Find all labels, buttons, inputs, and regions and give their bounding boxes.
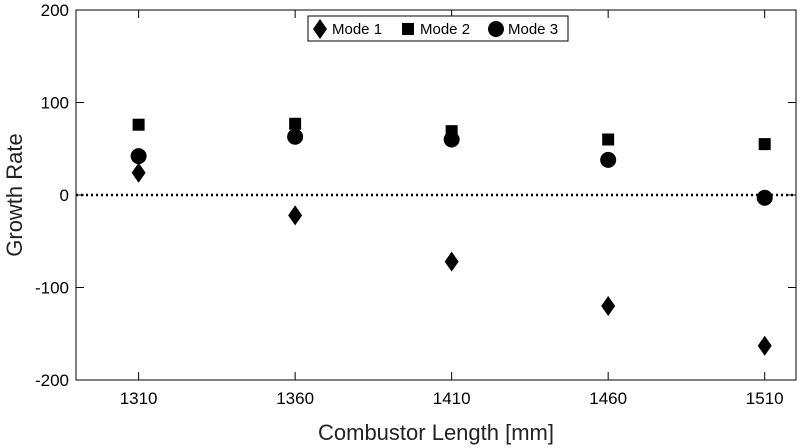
- legend-label-mode-2: Mode 2: [420, 21, 470, 38]
- mode-2-point: [132, 118, 145, 131]
- mode-1-point: [131, 162, 146, 183]
- legend-marker-mode-1: [313, 19, 327, 39]
- y-tick-label: 100: [41, 94, 69, 113]
- legend-box: [307, 15, 569, 42]
- mode-3-point: [443, 131, 460, 148]
- x-tick-label: 1510: [746, 389, 784, 408]
- mode-1-point: [288, 205, 303, 226]
- mode-3-point: [756, 189, 773, 206]
- x-tick-label: 1410: [433, 389, 471, 408]
- y-axis-title: Growth Rate: [2, 133, 27, 257]
- mode-3-point: [130, 148, 147, 165]
- legend-marker-mode-3: [488, 21, 504, 37]
- mode-2-point: [289, 117, 302, 130]
- y-tick-label: -100: [35, 279, 69, 298]
- mode-3-point: [287, 128, 304, 145]
- data-markers: [130, 117, 773, 356]
- x-tick-label: 1360: [276, 389, 314, 408]
- legend-label-mode-3: Mode 3: [508, 21, 558, 38]
- y-tick-label: 200: [41, 1, 69, 20]
- mode-1-point: [601, 296, 616, 316]
- legend: Mode 1 Mode 2 Mode 3: [307, 15, 569, 42]
- y-tick-label: -200: [35, 371, 69, 390]
- x-tick-label: 1460: [589, 389, 627, 408]
- legend-marker-mode-2: [402, 23, 414, 35]
- x-axis: 1310 1360 1410 1460 1510: [120, 10, 784, 408]
- mode-2-point: [758, 138, 771, 151]
- x-tick-label: 1310: [120, 389, 158, 408]
- y-tick-label: 0: [60, 186, 69, 205]
- mode-1-point: [444, 251, 459, 272]
- mode-3-point: [600, 151, 617, 168]
- mode-2-point: [602, 133, 615, 146]
- x-axis-title: Combustor Length [mm]: [318, 420, 554, 445]
- legend-label-mode-1: Mode 1: [332, 21, 382, 38]
- mode-1-point: [757, 335, 772, 356]
